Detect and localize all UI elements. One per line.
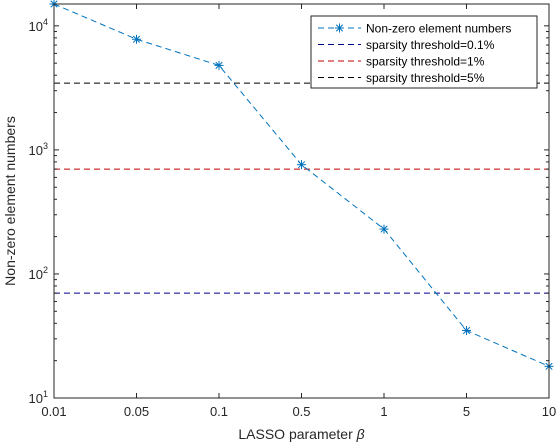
x-axis-label: LASSO parameter β <box>238 426 364 442</box>
legend-marker <box>335 23 344 33</box>
x-tick-label: 10 <box>542 404 556 419</box>
y-tick-label: 104 <box>29 17 48 34</box>
y-axis: 101 102 103 104 <box>29 17 549 406</box>
legend-label: Non-zero element numbers <box>366 22 511 36</box>
legend-label: sparsity threshold=0.1% <box>366 38 495 52</box>
x-axis: 0.01 0.05 0.1 0.5 1 5 10 <box>41 4 556 419</box>
legend-label: sparsity threshold=1% <box>366 55 485 69</box>
data-point <box>379 224 389 234</box>
data-point <box>132 34 141 44</box>
y-axis-label: Non-zero element numbers <box>2 116 18 286</box>
legend-entry: Non-zero element numbers <box>318 22 511 36</box>
y-tick-label: 101 <box>29 389 48 406</box>
x-tick-label: 0.1 <box>210 404 228 419</box>
y-tick-label: 103 <box>29 141 48 158</box>
x-tick-label: 5 <box>463 404 470 419</box>
legend: Non-zero element numbers sparsity thresho… <box>310 15 538 89</box>
y-tick-label: 102 <box>29 265 48 282</box>
data-point <box>214 60 224 70</box>
x-tick-label: 1 <box>380 404 387 419</box>
legend-entry: sparsity threshold=5% <box>318 71 485 85</box>
data-point <box>462 326 471 336</box>
legend-entry: sparsity threshold=0.1% <box>318 38 495 52</box>
legend-entry: sparsity threshold=1% <box>318 55 485 69</box>
x-axis-label-text: LASSO parameter <box>238 426 353 442</box>
x-tick-label: 0.5 <box>292 404 310 419</box>
series <box>49 0 554 371</box>
x-tick-label: 0.05 <box>124 404 149 419</box>
data-point <box>297 160 306 170</box>
x-axis-label-symbol: β <box>356 426 365 442</box>
legend-label: sparsity threshold=5% <box>366 71 485 85</box>
x-tick-label: 0.01 <box>41 404 66 419</box>
